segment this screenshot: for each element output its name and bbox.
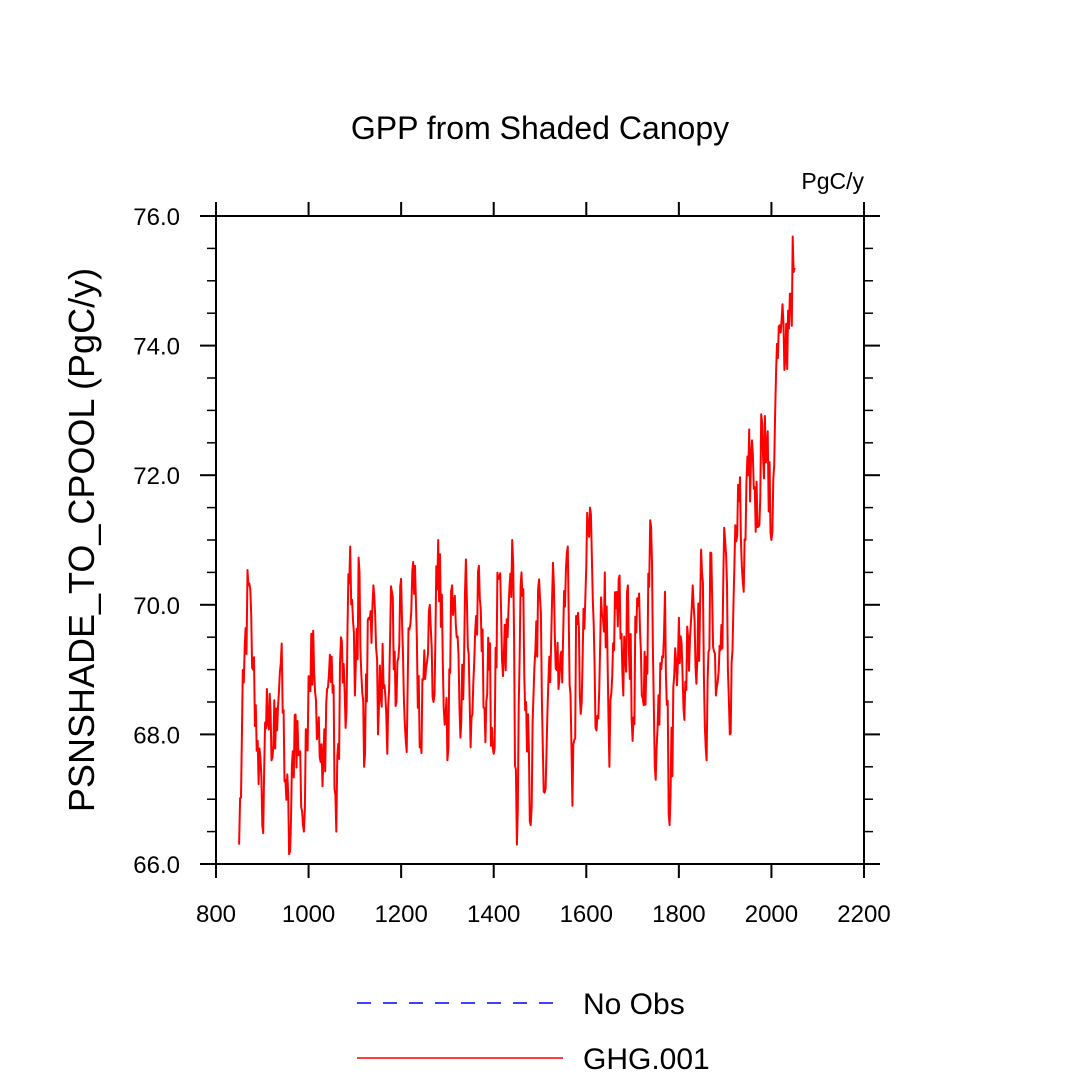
x-tick-label: 1200 bbox=[374, 901, 427, 928]
legend-label-ghg-001: GHG.001 bbox=[583, 1043, 710, 1076]
axis-tick-labels: 800 1000 1200 1400 1600 1800 2000 2200 66.0 68.0 7… bbox=[133, 204, 890, 928]
x-tick-label: 1000 bbox=[282, 901, 335, 928]
x-tick-label: 1600 bbox=[560, 901, 613, 928]
units-label: PgC/y bbox=[801, 168, 864, 194]
x-tick-label: 800 bbox=[196, 901, 236, 928]
y-tick-label: 70.0 bbox=[133, 593, 180, 620]
legend: No Obs GHG.001 bbox=[357, 988, 710, 1076]
x-tick-label: 1400 bbox=[467, 901, 520, 928]
series-line-ghg-001 bbox=[238, 235, 796, 856]
y-tick-label: 68.0 bbox=[133, 722, 180, 749]
x-tick-label: 2200 bbox=[837, 901, 890, 928]
chart-title: GPP from Shaded Canopy bbox=[351, 110, 729, 146]
y-tick-label: 76.0 bbox=[133, 204, 180, 231]
axis-ticks bbox=[200, 202, 880, 878]
legend-label-no-obs: No Obs bbox=[583, 988, 685, 1021]
y-tick-label: 72.0 bbox=[133, 463, 180, 490]
x-tick-label: 2000 bbox=[745, 901, 798, 928]
plot-frame bbox=[215, 215, 865, 865]
y-tick-label: 74.0 bbox=[133, 334, 180, 361]
x-tick-label: 1800 bbox=[652, 901, 705, 928]
y-axis-label: PSNSHADE_TO_CPOOL (PgC/y) bbox=[61, 268, 102, 812]
y-tick-label: 66.0 bbox=[133, 852, 180, 879]
